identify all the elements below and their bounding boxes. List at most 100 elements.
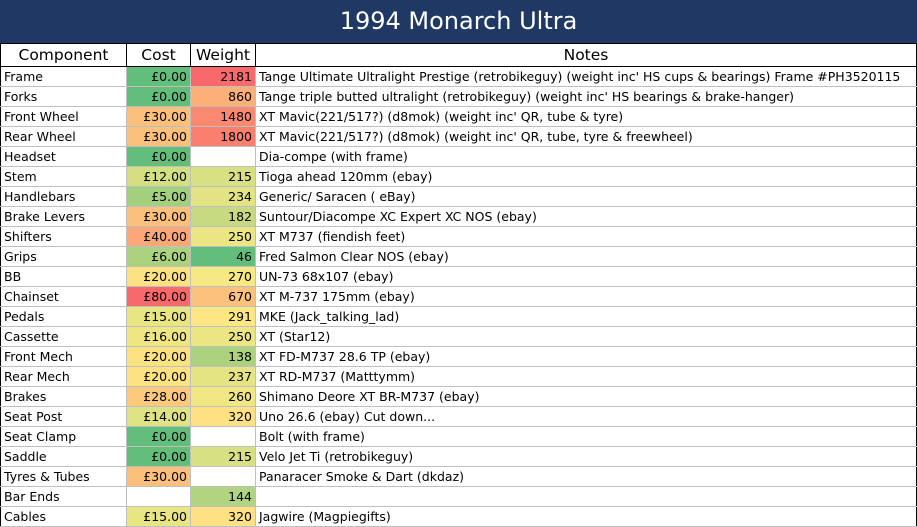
notes-cell[interactable]: XT RD-M737 (Matttymm) xyxy=(255,366,917,387)
component-cell[interactable]: Seat Clamp xyxy=(0,426,127,447)
notes-cell[interactable]: Generic/ Saracen ( eBay) xyxy=(255,186,917,207)
weight-cell[interactable]: 2181 xyxy=(190,66,256,87)
table-row: Front Mech £20.00 138 XT FD-M737 28.6 TP (e… xyxy=(0,346,917,367)
notes-cell[interactable]: XT Mavic(221/517?) (d8mok) (weight inc' … xyxy=(255,126,917,147)
notes-cell[interactable]: Suntour/Diacompe XC Expert XC NOS (ebay) xyxy=(255,206,917,227)
cost-cell[interactable]: £30.00 xyxy=(126,466,191,487)
notes-cell[interactable]: UN-73 68x107 (ebay) xyxy=(255,266,917,287)
cost-cell[interactable]: £15.00 xyxy=(126,506,191,527)
weight-cell[interactable]: 46 xyxy=(190,246,256,267)
notes-cell[interactable]: Fred Salmon Clear NOS (ebay) xyxy=(255,246,917,267)
weight-cell[interactable]: 182 xyxy=(190,206,256,227)
cost-cell[interactable] xyxy=(126,486,191,507)
notes-cell[interactable]: Tange triple butted ultralight (retrobik… xyxy=(255,86,917,107)
component-cell[interactable]: Bar Ends xyxy=(0,486,127,507)
cost-cell[interactable]: £0.00 xyxy=(126,146,191,167)
weight-cell[interactable] xyxy=(190,146,256,167)
notes-cell[interactable]: Panaracer Smoke & Dart (dkdaz) xyxy=(255,466,917,487)
cost-cell[interactable]: £15.00 xyxy=(126,306,191,327)
notes-cell[interactable]: Dia-compe (with frame) xyxy=(255,146,917,167)
cost-cell[interactable]: £20.00 xyxy=(126,366,191,387)
cost-cell[interactable]: £0.00 xyxy=(126,446,191,467)
component-cell[interactable]: Handlebars xyxy=(0,186,127,207)
notes-cell[interactable]: Jagwire (Magpiegifts) xyxy=(255,506,917,527)
component-cell[interactable]: Shifters xyxy=(0,226,127,247)
notes-cell[interactable]: XT M737 (fiendish feet) xyxy=(255,226,917,247)
component-cell[interactable]: Cassette xyxy=(0,326,127,347)
component-cell[interactable]: Chainset xyxy=(0,286,127,307)
component-cell[interactable]: Front Mech xyxy=(0,346,127,367)
component-cell[interactable]: Tyres & Tubes xyxy=(0,466,127,487)
component-cell[interactable]: Grips xyxy=(0,246,127,267)
cost-cell[interactable]: £0.00 xyxy=(126,66,191,87)
component-cell[interactable]: Stem xyxy=(0,166,127,187)
component-cell[interactable]: BB xyxy=(0,266,127,287)
notes-cell[interactable]: MKE (Jack_talking_lad) xyxy=(255,306,917,327)
component-cell[interactable]: Rear Mech xyxy=(0,366,127,387)
component-cell[interactable]: Forks xyxy=(0,86,127,107)
weight-cell[interactable]: 291 xyxy=(190,306,256,327)
weight-cell[interactable]: 270 xyxy=(190,266,256,287)
weight-cell[interactable]: 860 xyxy=(190,86,256,107)
cost-cell[interactable]: £12.00 xyxy=(126,166,191,187)
cost-cell[interactable]: £30.00 xyxy=(126,206,191,227)
component-cell[interactable]: Rear Wheel xyxy=(0,126,127,147)
component-cell[interactable]: Headset xyxy=(0,146,127,167)
weight-cell[interactable]: 320 xyxy=(190,506,256,527)
cost-cell[interactable]: £5.00 xyxy=(126,186,191,207)
notes-cell[interactable]: XT FD-M737 28.6 TP (ebay) xyxy=(255,346,917,367)
cost-cell[interactable]: £20.00 xyxy=(126,346,191,367)
notes-cell[interactable]: Tange Ultimate Ultralight Prestige (retr… xyxy=(255,66,917,87)
cost-cell[interactable]: £0.00 xyxy=(126,426,191,447)
weight-cell[interactable]: 670 xyxy=(190,286,256,307)
weight-cell[interactable]: 320 xyxy=(190,406,256,427)
cost-cell[interactable]: £0.00 xyxy=(126,86,191,107)
notes-cell[interactable]: Velo Jet Ti (retrobikeguy) xyxy=(255,446,917,467)
weight-cell[interactable]: 250 xyxy=(190,326,256,347)
cost-cell[interactable]: £30.00 xyxy=(126,126,191,147)
header-weight[interactable]: Weight xyxy=(190,43,256,67)
header-cost[interactable]: Cost xyxy=(126,43,191,67)
cost-cell[interactable]: £6.00 xyxy=(126,246,191,267)
notes-cell[interactable]: Shimano Deore XT BR-M737 (ebay) xyxy=(255,386,917,407)
component-cell[interactable]: Front Wheel xyxy=(0,106,127,127)
notes-cell[interactable]: Bolt (with frame) xyxy=(255,426,917,447)
component-cell[interactable]: Seat Post xyxy=(0,406,127,427)
cost-cell[interactable]: £14.00 xyxy=(126,406,191,427)
notes-cell[interactable]: Uno 26.6 (ebay) Cut down... xyxy=(255,406,917,427)
cost-cell[interactable]: £28.00 xyxy=(126,386,191,407)
notes-cell[interactable]: XT (Star12) xyxy=(255,326,917,347)
weight-cell[interactable]: 234 xyxy=(190,186,256,207)
component-cell[interactable]: Saddle xyxy=(0,446,127,467)
cost-cell[interactable]: £16.00 xyxy=(126,326,191,347)
weight-cell[interactable]: 1480 xyxy=(190,106,256,127)
component-cell[interactable]: Brake Levers xyxy=(0,206,127,227)
component-cell[interactable]: Brakes xyxy=(0,386,127,407)
weight-cell[interactable]: 144 xyxy=(190,486,256,507)
weight-cell[interactable]: 237 xyxy=(190,366,256,387)
header-notes[interactable]: Notes xyxy=(255,43,917,67)
notes-cell[interactable]: Tioga ahead 120mm (ebay) xyxy=(255,166,917,187)
table-row: Forks £0.00 860 Tange triple butted ultrali… xyxy=(0,86,917,107)
notes-cell[interactable] xyxy=(255,486,917,507)
weight-cell[interactable]: 215 xyxy=(190,166,256,187)
notes-cell[interactable]: XT Mavic(221/517?) (d8mok) (weight inc' … xyxy=(255,106,917,127)
weight-cell[interactable]: 260 xyxy=(190,386,256,407)
weight-cell[interactable]: 250 xyxy=(190,226,256,247)
table-row: Shifters £40.00 250 XT M737 (fiendish feet) xyxy=(0,226,917,247)
weight-cell[interactable]: 215 xyxy=(190,446,256,467)
parts-table: Component Cost Weight Notes Frame £0.00 21… xyxy=(0,43,917,527)
weight-cell[interactable] xyxy=(190,426,256,447)
weight-cell[interactable] xyxy=(190,466,256,487)
weight-cell[interactable]: 138 xyxy=(190,346,256,367)
header-component[interactable]: Component xyxy=(0,43,127,67)
component-cell[interactable]: Pedals xyxy=(0,306,127,327)
cost-cell[interactable]: £30.00 xyxy=(126,106,191,127)
cost-cell[interactable]: £40.00 xyxy=(126,226,191,247)
component-cell[interactable]: Frame xyxy=(0,66,127,87)
cost-cell[interactable]: £20.00 xyxy=(126,266,191,287)
component-cell[interactable]: Cables xyxy=(0,506,127,527)
cost-cell[interactable]: £80.00 xyxy=(126,286,191,307)
notes-cell[interactable]: XT M-737 175mm (ebay) xyxy=(255,286,917,307)
weight-cell[interactable]: 1800 xyxy=(190,126,256,147)
